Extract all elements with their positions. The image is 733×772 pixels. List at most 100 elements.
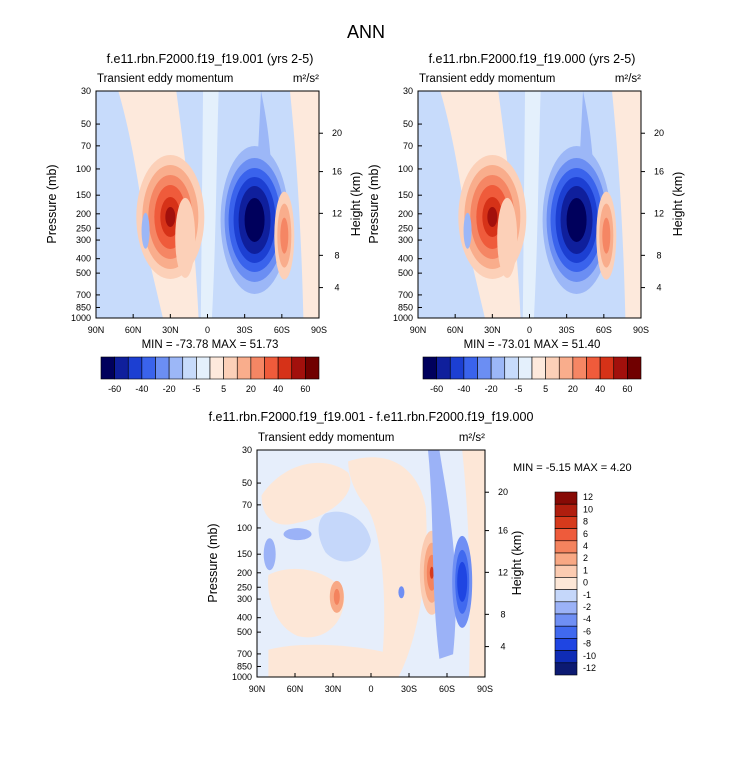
colorbar-box-12	[572, 356, 587, 380]
panel-1-subtitle: Transient eddy momentum	[97, 73, 233, 85]
x-tick-label-30n: 30N	[162, 325, 179, 335]
nh-jet-contour-6	[487, 206, 498, 227]
right-tick-label-4: 4	[334, 283, 339, 293]
x-tick-label-90s: 90S	[633, 325, 649, 335]
diff-pos-region-3	[268, 568, 345, 638]
colorbar-box-11	[236, 356, 252, 380]
nh-jet-tail	[175, 197, 196, 278]
x-tick-label-60s: 60S	[274, 325, 290, 335]
colorbar-label-6: -6	[583, 626, 591, 636]
colorbar-box-1	[554, 491, 578, 505]
y-tick-label-150: 150	[237, 549, 252, 559]
diff-pos-region-5	[268, 644, 394, 677]
colorbar-label-5: -5	[192, 384, 200, 394]
colorbar-label-2: -2	[583, 602, 591, 612]
panel-3-ylabel-right: Height (km)	[510, 531, 524, 596]
diff-neg-speck-3	[398, 586, 405, 599]
colorbar-box-5	[477, 356, 492, 380]
sh-jet-contour-6	[566, 197, 587, 242]
colorbar-box-10	[223, 356, 238, 380]
y-tick-label-100: 100	[76, 164, 91, 174]
panel-2-axes: 90N 60N 30N 0 30S 60S 90S 30 50 70 100 150 200 250 300…	[393, 86, 664, 335]
colorbar-label-60: -60	[108, 384, 121, 394]
y-tick-label-300: 300	[398, 235, 413, 245]
y-tick-label-400: 400	[76, 254, 91, 264]
colorbar-box-16	[305, 356, 320, 380]
y-tick-label-850: 850	[76, 302, 91, 312]
colorbar-label-60: 60	[622, 384, 632, 394]
panel-1-stats: MIN = -73.78 MAX = 51.73	[142, 339, 279, 351]
colorbar-box-14	[554, 650, 578, 664]
x-tick-label-90s: 90S	[311, 325, 327, 335]
colorbar-box-13	[554, 638, 578, 651]
y-tick-label-500: 500	[237, 627, 252, 637]
y-tick-label-500: 500	[398, 268, 413, 278]
panel-3-axes: 90N 60N 30N 0 30S 60S 90S 30 50 70 100 150 200 250 300…	[232, 445, 508, 694]
diff-pos-region-2	[348, 457, 427, 677]
y-tick-label-850: 850	[398, 302, 413, 312]
colorbar-label-40: 40	[595, 384, 605, 394]
y-tick-label-100: 100	[237, 523, 252, 533]
y-tick-label-1000: 1000	[393, 313, 413, 323]
right-tick-label-16: 16	[498, 526, 508, 536]
y-tick-label-200: 200	[237, 568, 252, 578]
right-tick-label-16: 16	[332, 167, 342, 177]
colorbar-box-3	[127, 356, 143, 380]
colorbar-label-20: -20	[163, 384, 176, 394]
nh-small-negative	[141, 212, 150, 249]
colorbar-label-5: -5	[514, 384, 522, 394]
equatorial-light-band	[200, 91, 219, 318]
y-tick-label-500: 500	[76, 268, 91, 278]
panel-3-units: m²/s²	[459, 432, 485, 444]
panel-1-units: m²/s²	[293, 73, 319, 85]
y-tick-label-1000: 1000	[232, 672, 252, 682]
y-tick-label-30: 30	[403, 86, 413, 96]
y-tick-label-1000: 1000	[71, 313, 91, 323]
colorbar-label-60: -60	[430, 384, 443, 394]
y-tick-label-70: 70	[403, 141, 413, 151]
colorbar-box-11	[554, 613, 578, 627]
sh-polar-positive	[612, 91, 641, 318]
panel-2-subtitle: Transient eddy momentum	[419, 73, 555, 85]
panel-2-stats: MIN = -73.01 MAX = 51.40	[464, 339, 601, 351]
colorbar-label-10: -10	[583, 651, 596, 661]
x-tick-label-30n: 30N	[325, 684, 342, 694]
x-tick-label-0: 0	[205, 325, 210, 335]
diff-neg-speck-1	[283, 528, 312, 541]
colorbar-box-4	[554, 528, 578, 542]
y-tick-label-70: 70	[242, 500, 252, 510]
x-tick-label-60n: 60N	[287, 684, 304, 694]
x-tick-label-0: 0	[527, 325, 532, 335]
panel-3-title: f.e11.rbn.F2000.f19_f19.001 - f.e11.rbn.…	[209, 410, 534, 424]
x-tick-label-90n: 90N	[249, 684, 266, 694]
y-tick-label-250: 250	[76, 223, 91, 233]
colorbar-label-2: 2	[583, 553, 588, 563]
colorbar-label-8: 8	[583, 517, 588, 527]
sh-highlat-contour-3	[602, 217, 611, 254]
colorbar-label-1: -1	[583, 590, 591, 600]
colorbar-box-9	[209, 356, 224, 380]
colorbar-label-60: 60	[300, 384, 310, 394]
colorbar-box-9	[531, 356, 546, 380]
colorbar-box-8	[196, 356, 211, 380]
panel-2-ylabel: Pressure (mb)	[367, 164, 381, 243]
x-tick-label-90n: 90N	[410, 325, 427, 335]
colorbar-box-4	[141, 356, 156, 380]
panel-3-subtitle: Transient eddy momentum	[258, 432, 394, 444]
y-tick-label-400: 400	[237, 613, 252, 623]
y-tick-label-850: 850	[237, 661, 252, 671]
colorbar-label-12: 12	[583, 492, 593, 502]
diff-sh-negative-band	[428, 450, 456, 659]
panel-2-plot	[418, 91, 641, 318]
colorbar-box-1	[100, 356, 115, 380]
colorbar-box-6	[490, 356, 506, 380]
right-tick-label-4: 4	[656, 283, 661, 293]
panel-1: f.e11.rbn.F2000.f19_f19.001 (yrs 2-5) Tr…	[45, 52, 363, 394]
right-tick-label-20: 20	[654, 128, 664, 138]
y-tick-label-50: 50	[403, 119, 413, 129]
diff-neg-region-1	[318, 511, 371, 562]
x-tick-label-30s: 30S	[237, 325, 253, 335]
colorbar-label-5: 5	[543, 384, 548, 394]
